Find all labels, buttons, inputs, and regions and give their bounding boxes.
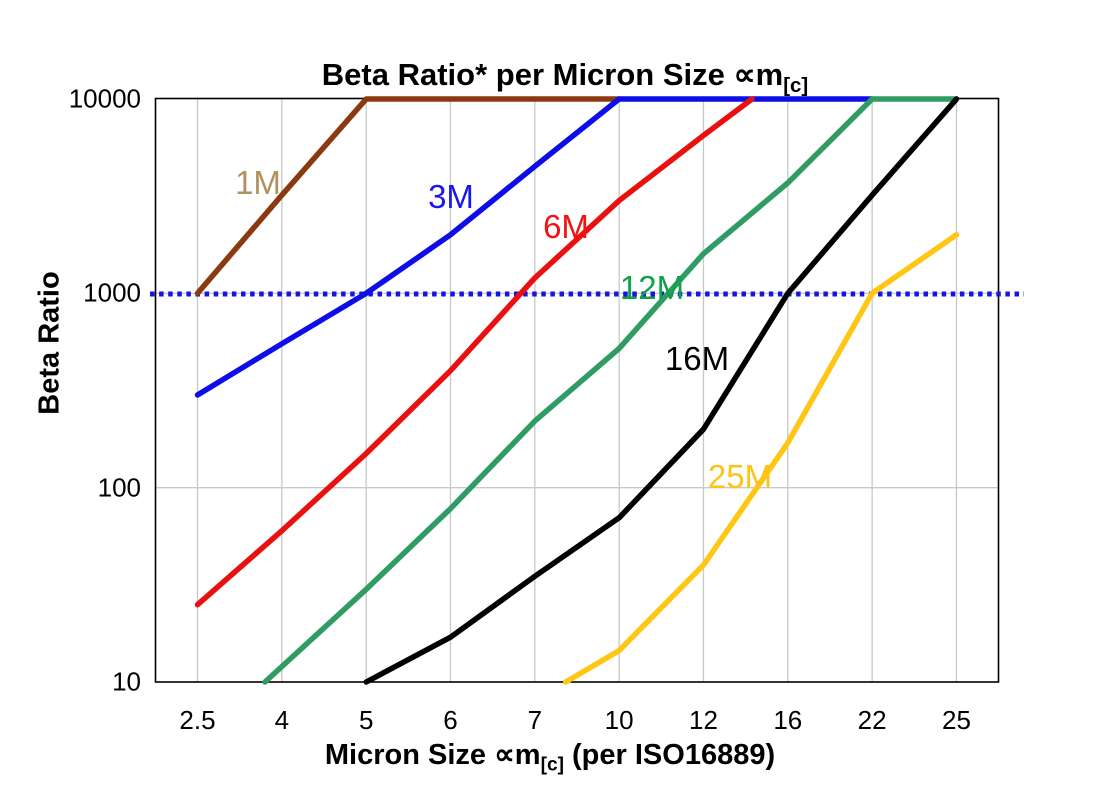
- x-axis-title-subscript: [c]: [540, 754, 564, 776]
- x-tick-16: 16: [773, 705, 803, 735]
- x-tick-5: 5: [358, 705, 374, 735]
- chart-title: Beta Ratio* per Micron Size ∝m[c]: [322, 57, 808, 98]
- x-axis-title-symbol: ∝m: [494, 739, 541, 771]
- series-label-6M: 6M: [543, 208, 589, 245]
- x-tick-10: 10: [604, 705, 634, 735]
- chart-title-subscript: [c]: [783, 74, 809, 98]
- y-tick-100: 100: [97, 472, 141, 503]
- x-tick-4: 4: [274, 705, 290, 735]
- series-line-6M: [194, 96, 755, 608]
- x-tick-22: 22: [857, 705, 887, 735]
- x-tick-12: 12: [689, 705, 718, 735]
- series-line-12M: [262, 96, 960, 685]
- y-tick-10: 10: [112, 666, 141, 697]
- x-tick-7: 7: [527, 705, 543, 735]
- chart-title-symbol: ∝m: [733, 57, 784, 92]
- series-line-25M: [562, 232, 960, 685]
- chart-title-text: Beta Ratio* per Micron Size: [321, 57, 734, 92]
- x-axis-title-prefix: Micron Size: [324, 739, 495, 771]
- x-axis-title-suffix: (per ISO16889): [563, 739, 776, 771]
- series-label-1M: 1M: [235, 164, 281, 201]
- series-line-3M: [194, 96, 875, 398]
- y-tick-10000: 10000: [68, 83, 141, 114]
- series-line-1M: [194, 96, 622, 297]
- series-label-3M: 3M: [428, 178, 474, 215]
- series-line-16M: [363, 96, 960, 685]
- series-label-25M: 25M: [707, 458, 773, 495]
- x-axis-title: Micron Size ∝m[c] (per ISO16889): [325, 737, 775, 777]
- series-label-16M: 16M: [664, 340, 730, 377]
- y-tick-1000: 1000: [83, 277, 141, 308]
- x-tick-6: 6: [443, 705, 458, 735]
- x-tick-25: 25: [942, 705, 971, 735]
- series-label-12M: 12M: [619, 269, 685, 306]
- x-tick-2.5: 2.5: [179, 705, 216, 735]
